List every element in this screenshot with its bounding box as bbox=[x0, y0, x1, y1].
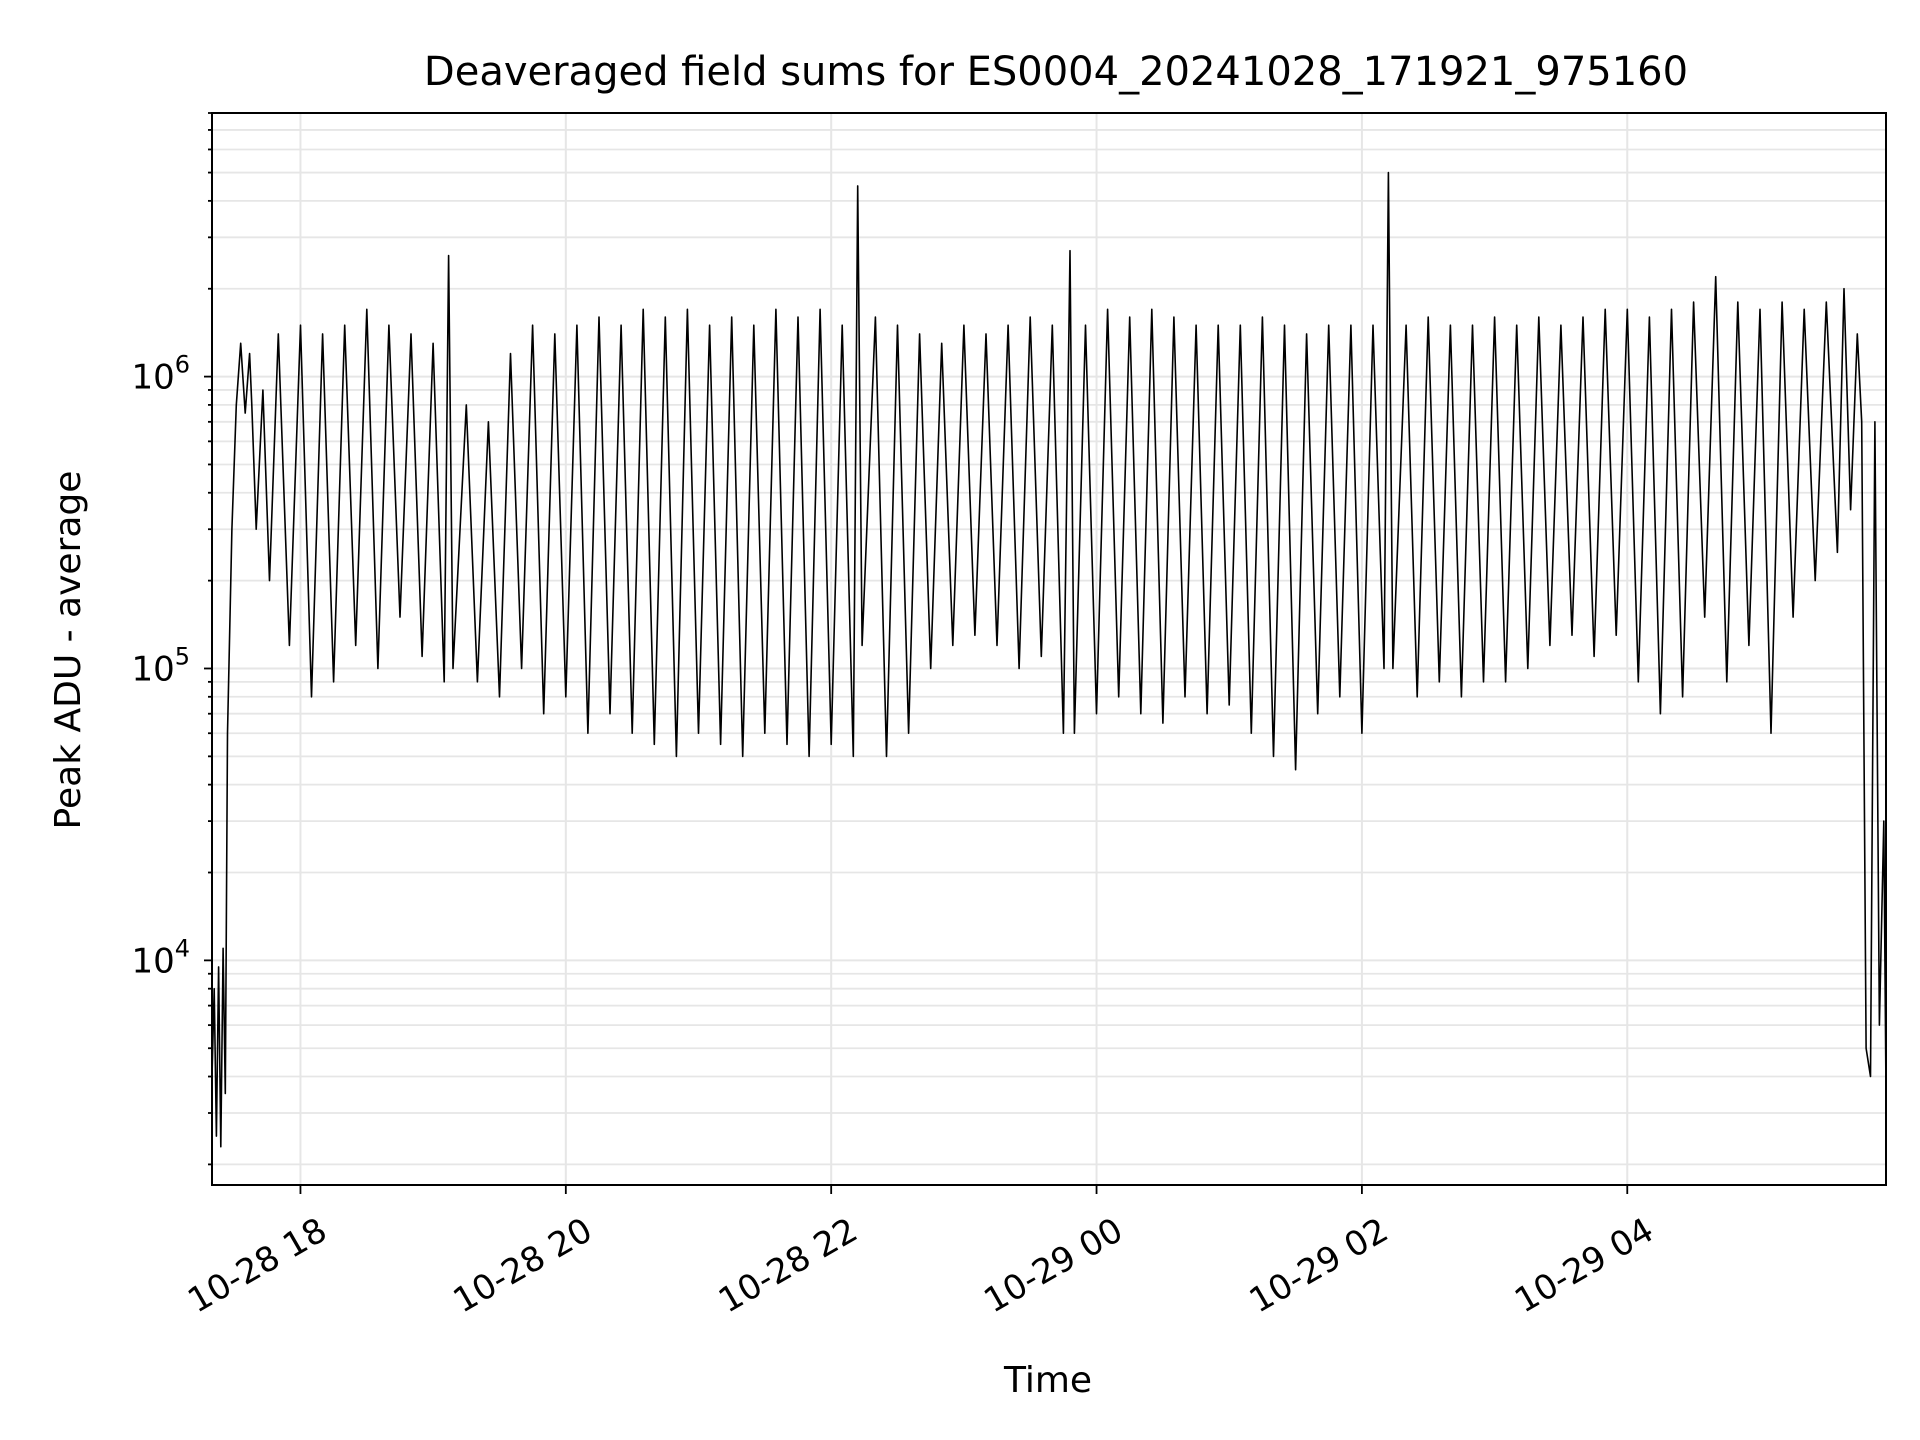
y-axis-label: Peak ADU - average bbox=[48, 471, 89, 830]
y-tick-label: 106 bbox=[131, 351, 190, 398]
grid-lines bbox=[212, 112, 1886, 1185]
chart-title: Deaveraged field sums for ES0004_2024102… bbox=[424, 49, 1688, 95]
data-series bbox=[211, 171, 1887, 1148]
y-axis: 104 105 106 bbox=[131, 112, 212, 1166]
y-tick-label: 105 bbox=[131, 642, 190, 689]
series-line bbox=[211, 171, 1887, 1148]
plot-frame bbox=[211, 112, 1887, 1186]
x-axis-label: Time bbox=[1003, 1360, 1092, 1401]
y-tick-label: 104 bbox=[131, 934, 190, 981]
